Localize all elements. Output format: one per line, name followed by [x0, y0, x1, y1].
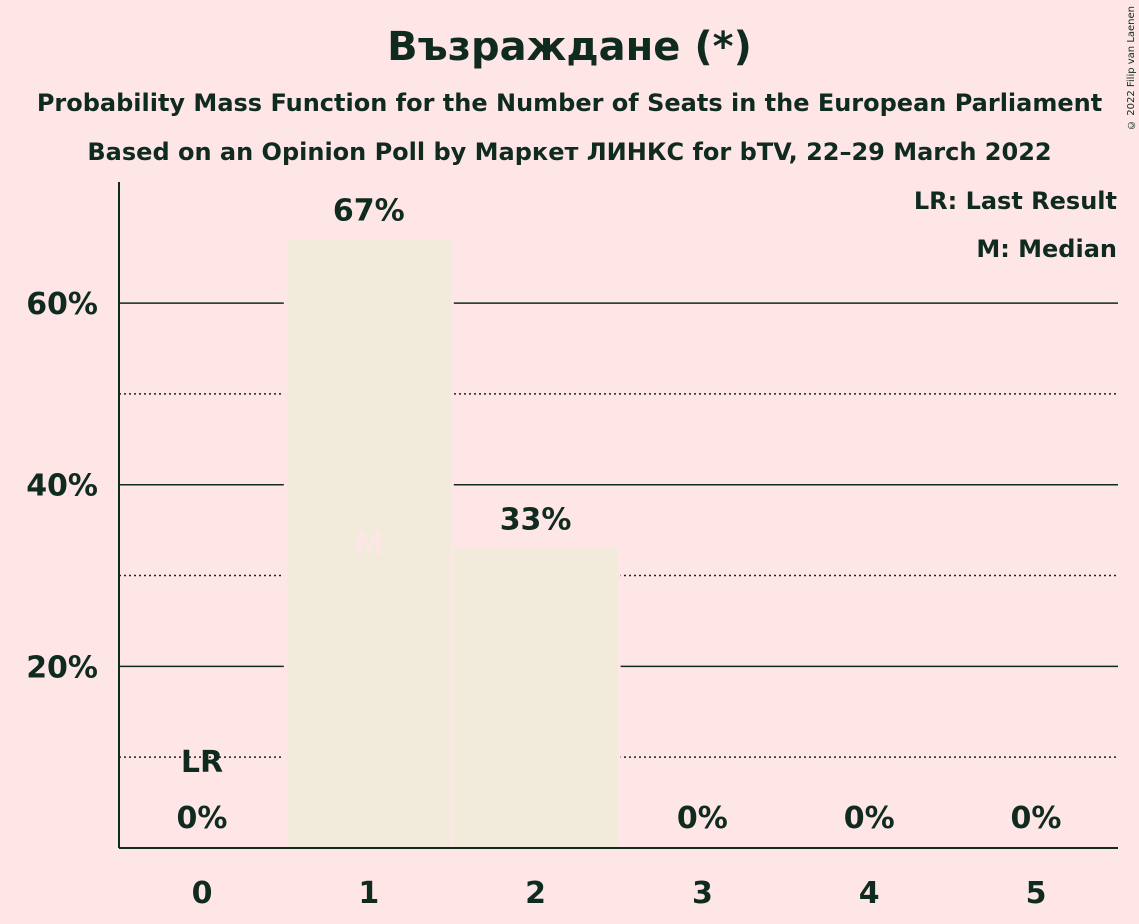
- x-tick-label: 4: [859, 876, 880, 911]
- bar-seats-1: [286, 239, 451, 848]
- chart-subtitle: Probability Mass Function for the Number…: [36, 89, 1103, 117]
- legend-last-result: LR: Last Result: [914, 187, 1117, 215]
- chart-title: Възраждане (*): [387, 24, 752, 70]
- y-tick-label: 40%: [26, 469, 98, 504]
- bar-value-label: 33%: [500, 502, 572, 537]
- chart-subtitle-source: Based on an Opinion Poll by Маркет ЛИНКС…: [87, 138, 1052, 166]
- axes: [118, 182, 1118, 849]
- legend-median: M: Median: [976, 235, 1117, 263]
- x-tick-label: 0: [192, 876, 213, 911]
- bar-value-label: 0%: [177, 801, 228, 836]
- x-tick-label: 2: [525, 876, 546, 911]
- y-tick-label: 20%: [26, 650, 98, 685]
- bar-seats-2: [453, 548, 618, 848]
- bar-value-label: 0%: [844, 801, 895, 836]
- x-tick-label: 5: [1026, 876, 1047, 911]
- median-marker: M: [354, 528, 384, 563]
- bar-value-label: 0%: [1011, 801, 1062, 836]
- bar-value-label: 0%: [677, 801, 728, 836]
- bars: [283, 239, 621, 848]
- legend: LR: Last Result M: Median: [914, 187, 1117, 263]
- x-tick-label: 1: [358, 876, 379, 911]
- bar-value-labels: 0% 0 67% 1 33% 2 0% 3 0% 4 0% 5 M LR: [177, 193, 1062, 911]
- last-result-marker: LR: [181, 745, 223, 780]
- bar-value-label: 67%: [333, 193, 405, 228]
- y-tick-label: 60%: [26, 287, 98, 322]
- x-tick-label: 3: [692, 876, 713, 911]
